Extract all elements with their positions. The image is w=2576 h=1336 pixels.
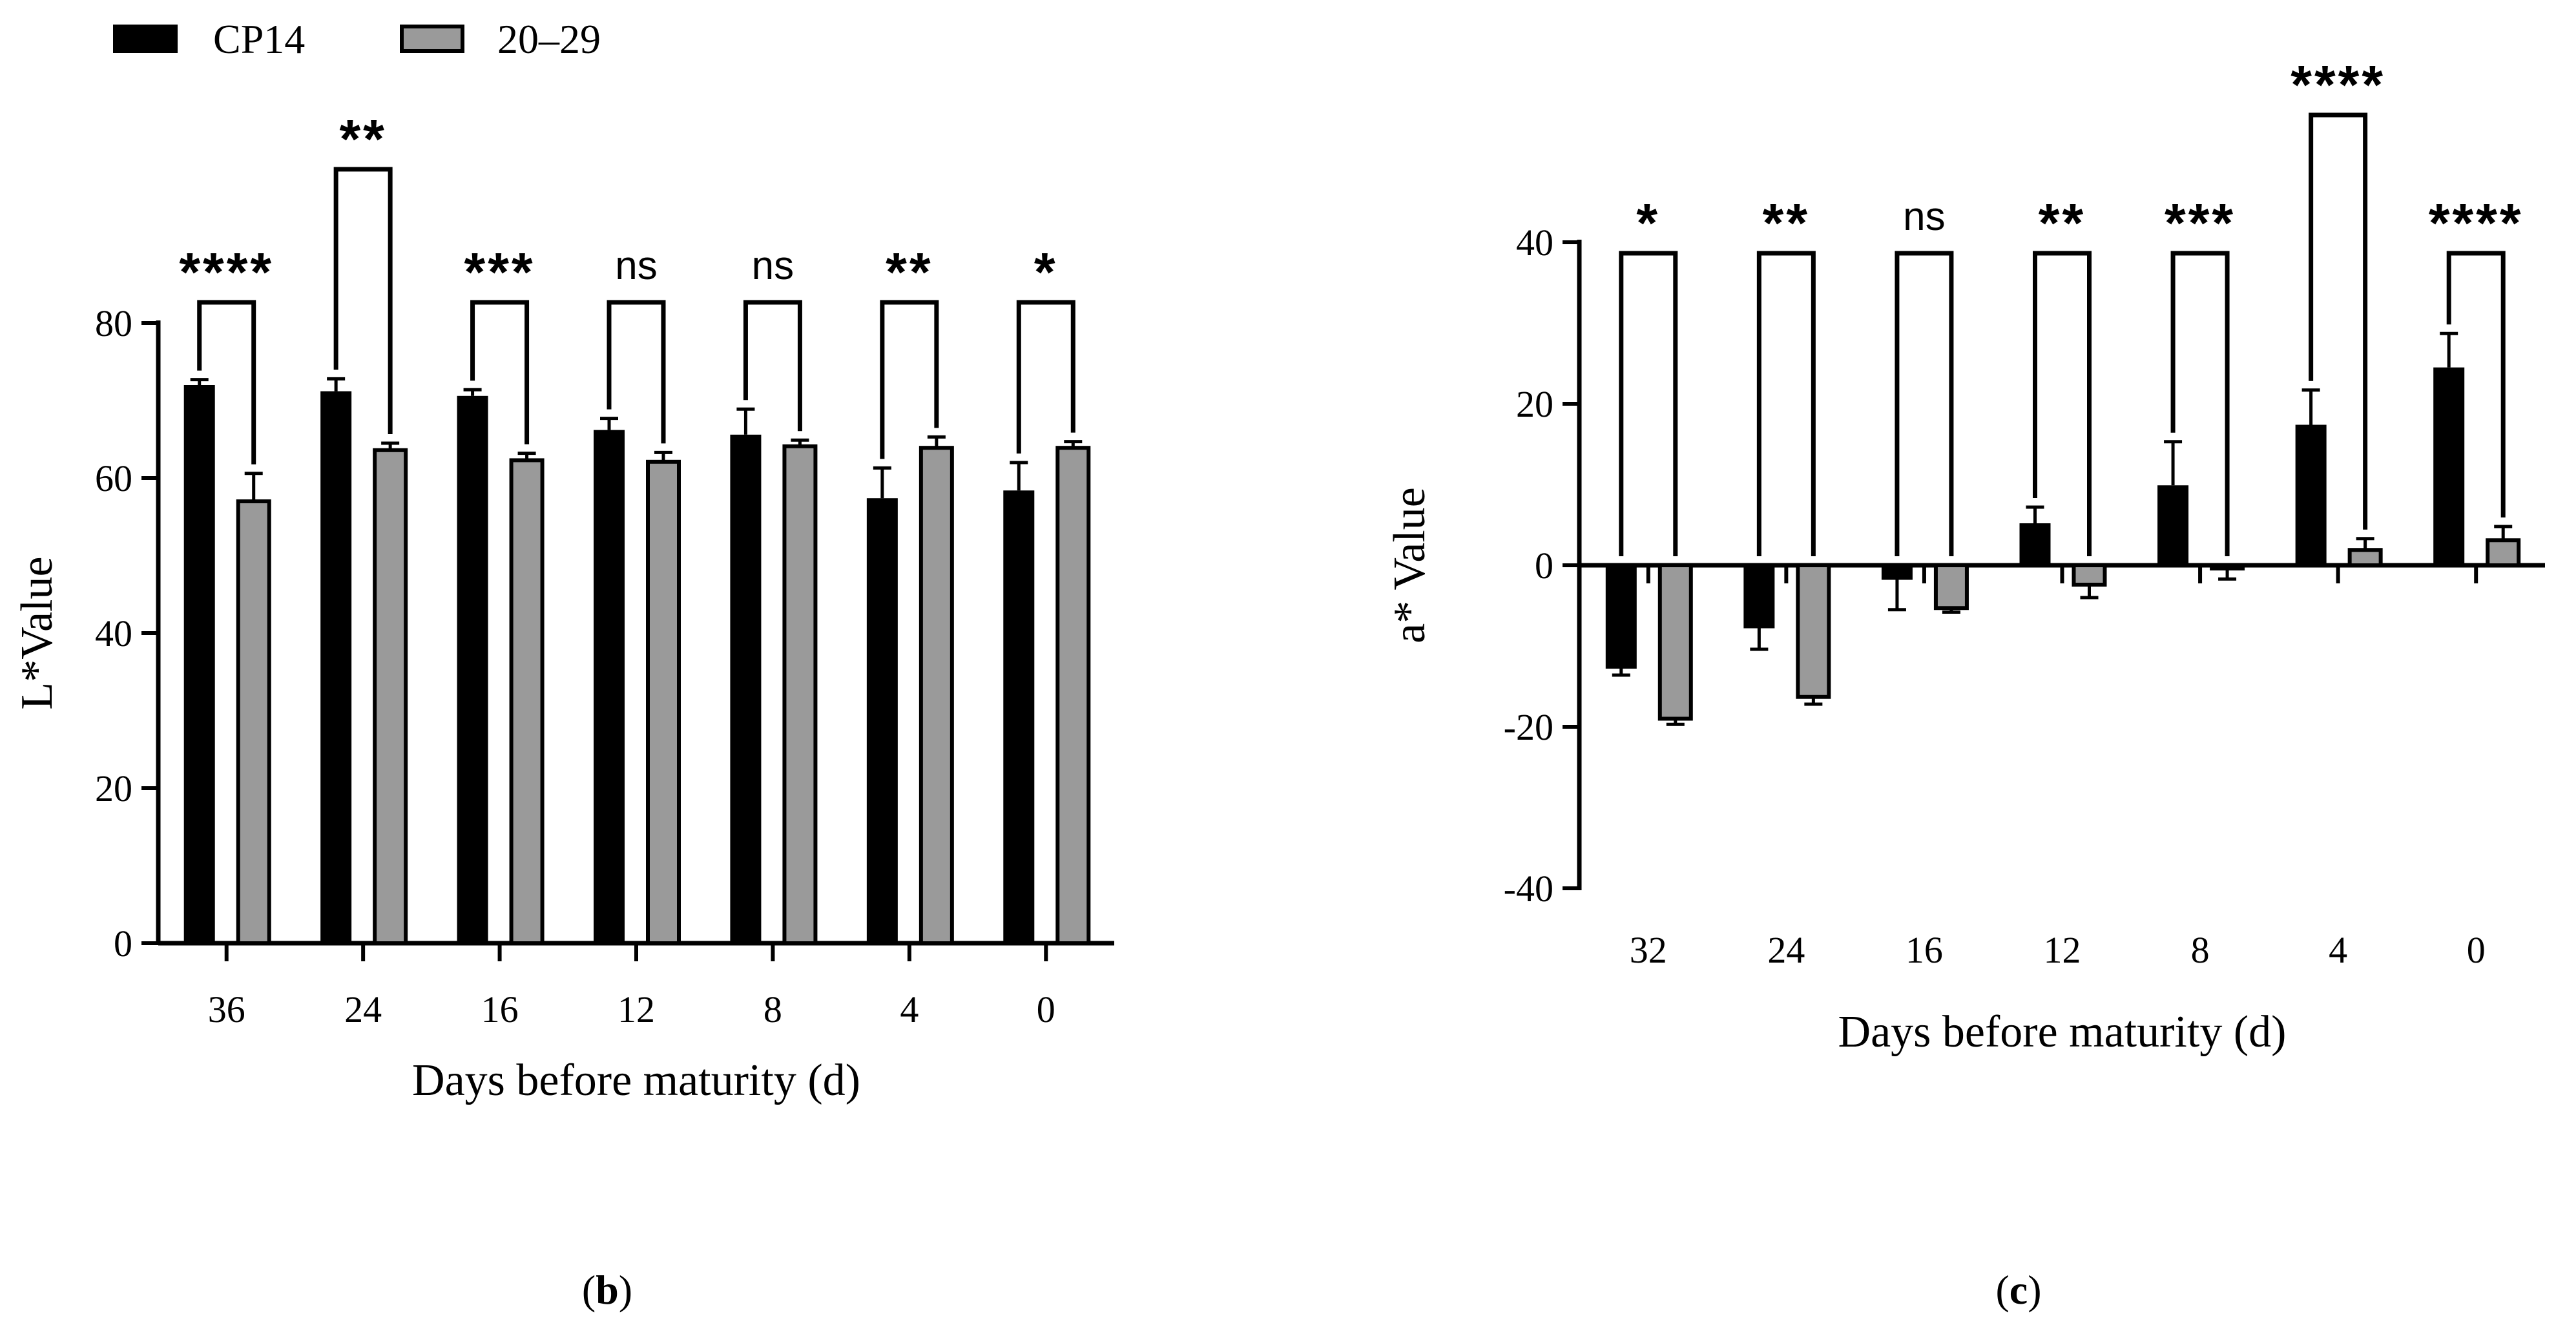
chart-c-y-tick-label: 0 — [1535, 545, 1553, 587]
chart-c-x-axis-label: Days before maturity (d) — [1838, 1007, 2287, 1057]
chart-c-bar-cp14 — [2433, 367, 2465, 565]
chart-b-y-tick-label: 0 — [114, 923, 132, 965]
chart-b-sig-bracket — [333, 167, 393, 434]
chart-b-bar-2029 — [919, 446, 954, 945]
legend-label-cp14: CP14 — [213, 16, 305, 62]
chart-b-sig-bracket — [197, 300, 256, 464]
chart-c-bar-2029 — [2072, 563, 2107, 587]
chart-b-sig-label: ns — [615, 244, 657, 288]
chart-b-bar-2029 — [782, 444, 818, 945]
chart-b-y-tick-label: 20 — [95, 767, 132, 809]
chart-c: -40 -20 0 20 40 32 * 24 ** 16 ns 12 ** 8 *** 4 **** 0 ****… — [1385, 54, 2545, 1057]
chart-c-sig-bracket — [1895, 251, 1954, 556]
chart-b-sig-bracket — [1016, 300, 1075, 454]
chart-c-x-tick-label: 12 — [2044, 929, 2081, 971]
chart-c-x-tick-label: 8 — [2191, 929, 2210, 971]
chart-c-bar-cp14 — [1743, 565, 1775, 629]
chart-b-x-tick-label: 8 — [763, 988, 782, 1030]
chart-b-bar-2029 — [509, 458, 545, 945]
chart-b-x-tick-label: 24 — [344, 988, 382, 1030]
panel-label-c-letter: c — [2010, 1267, 2028, 1313]
chart-c-x-tick-label: 24 — [1767, 929, 1805, 971]
chart-b-bar-2029 — [236, 499, 271, 945]
legend-swatch-2029 — [400, 25, 464, 53]
chart-b-bar-2029 — [373, 448, 408, 945]
chart-b-x-tick-label: 4 — [900, 988, 919, 1030]
chart-c-x-tick-label: 32 — [1630, 929, 1667, 971]
chart-c-sig-label: **** — [2429, 193, 2524, 253]
chart-c-bar-2029 — [1657, 563, 1693, 721]
chart-b-y-tick-label: 60 — [95, 457, 132, 499]
chart-b-sig-bracket — [607, 300, 666, 444]
chart-b-sig-label: *** — [464, 242, 535, 302]
chart-b-bar-cp14 — [183, 385, 215, 943]
chart-b-sig-label: ns — [752, 244, 794, 288]
chart-b-bar-cp14 — [1003, 490, 1035, 943]
chart-c-sig-bracket — [1756, 251, 1816, 556]
chart-b-sig-label: ** — [339, 109, 386, 169]
chart-c-bar-2029 — [2347, 548, 2383, 567]
panel-label-c: (c) — [1995, 1267, 2041, 1313]
chart-c-bar-cp14 — [2019, 523, 2051, 565]
chart-c-sig-bracket — [1619, 251, 1678, 556]
chart-c-sig-label: * — [1636, 193, 1660, 253]
chart-b-sig-label: ** — [886, 242, 933, 302]
chart-c-bar-2029 — [2486, 538, 2521, 567]
chart-b-bar-cp14 — [320, 391, 352, 943]
chart-c-sig-bracket — [2170, 251, 2230, 556]
chart-b-x-tick-label: 12 — [618, 988, 655, 1030]
chart-b-x-tick-label: 16 — [481, 988, 519, 1030]
chart-b-y-tick-label: 40 — [95, 612, 132, 654]
chart-c-sig-label: ** — [1763, 193, 1810, 253]
chart-c-bar-cp14 — [2157, 485, 2189, 565]
chart-b-bar-cp14 — [457, 395, 488, 943]
chart-c-x-tick-label: 4 — [2329, 929, 2347, 971]
chart-b-sig-bracket — [880, 300, 939, 459]
chart-c-y-axis-label: a* Value — [1385, 487, 1435, 643]
chart-b-bar-cp14 — [866, 498, 898, 943]
chart-c-bar-2029 — [1796, 563, 1831, 699]
chart-c-x-tick-label: 0 — [2467, 929, 2486, 971]
chart-c-bar-cp14 — [2295, 424, 2327, 565]
chart-b-bar-cp14 — [594, 430, 625, 943]
chart-b-bar-2029 — [646, 459, 681, 945]
chart-b-x-tick-label: 0 — [1037, 988, 1055, 1030]
chart-b: 0 20 40 60 80 36 **** 24 ** 16 *** 12 ns 8 ns 4 ** 0 * Days… — [12, 109, 1114, 1105]
panel-label-b-letter: b — [596, 1267, 619, 1313]
chart-b-bar-cp14 — [730, 434, 762, 943]
panel-label-b: (b) — [582, 1267, 632, 1313]
chart-b-sig-bracket — [470, 300, 530, 444]
chart-c-sig-label: ** — [2039, 193, 2086, 253]
chart-b-y-axis-label: L*Value — [12, 556, 62, 709]
chart-c-sig-label: *** — [2165, 193, 2236, 253]
chart-c-bar-cp14 — [1605, 565, 1637, 669]
legend-label-2029: 20–29 — [497, 16, 601, 62]
chart-c-y-tick-label: 20 — [1516, 383, 1553, 425]
chart-b-sig-label: * — [1034, 242, 1058, 302]
chart-b-y-tick-label: 80 — [95, 302, 132, 344]
chart-b-x-tick-label: 36 — [208, 988, 245, 1030]
chart-c-sig-label: ns — [1903, 194, 1945, 239]
chart-c-sig-bracket — [2446, 251, 2506, 517]
chart-c-sig-bracket — [2309, 112, 2368, 530]
legend: CP14 20–29 — [113, 16, 601, 62]
chart-b-x-axis-label: Days before maturity (d) — [412, 1056, 860, 1105]
chart-c-y-tick-label: -20 — [1504, 706, 1553, 748]
legend-item-2029: 20–29 — [400, 16, 601, 62]
chart-c-sig-bracket — [2033, 251, 2092, 556]
chart-c-y-tick-label: 40 — [1516, 222, 1553, 264]
chart-c-bar-2029 — [2210, 563, 2245, 570]
chart-c-bar-cp14 — [1881, 565, 1913, 580]
chart-c-sig-label: **** — [2290, 54, 2385, 115]
chart-b-bar-2029 — [1055, 446, 1091, 945]
legend-item-cp14: CP14 — [113, 16, 305, 62]
chart-b-sig-label: **** — [179, 242, 274, 302]
chart-c-y-tick-label: -40 — [1504, 868, 1553, 910]
chart-c-x-tick-label: 16 — [1906, 929, 1943, 971]
chart-c-bar-2029 — [1933, 563, 1969, 611]
chart-b-sig-bracket — [743, 300, 802, 432]
legend-swatch-cp14 — [113, 25, 178, 53]
